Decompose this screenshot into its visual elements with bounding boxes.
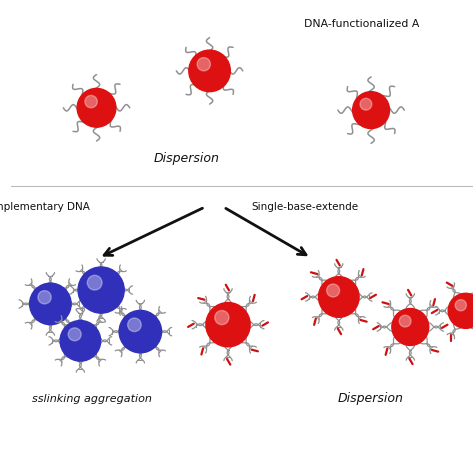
- Circle shape: [197, 57, 210, 71]
- Text: Dispersion: Dispersion: [154, 152, 219, 165]
- Circle shape: [60, 320, 100, 361]
- Circle shape: [77, 89, 116, 127]
- Text: Dispersion: Dispersion: [338, 392, 404, 405]
- Circle shape: [360, 98, 372, 110]
- Circle shape: [119, 310, 162, 353]
- Circle shape: [29, 283, 71, 325]
- Text: sslinking aggregation: sslinking aggregation: [32, 393, 152, 403]
- Circle shape: [392, 309, 429, 346]
- Text: Single-base-extende: Single-base-extende: [251, 202, 358, 212]
- Text: nplementary DNA: nplementary DNA: [0, 202, 90, 212]
- Circle shape: [189, 50, 230, 91]
- Circle shape: [128, 318, 141, 332]
- Circle shape: [206, 302, 250, 347]
- Circle shape: [399, 315, 411, 327]
- Circle shape: [215, 310, 229, 325]
- Text: DNA-functionalized A: DNA-functionalized A: [304, 19, 419, 29]
- Circle shape: [448, 293, 474, 328]
- Circle shape: [85, 95, 97, 108]
- Circle shape: [319, 277, 359, 317]
- Circle shape: [87, 275, 102, 290]
- Circle shape: [455, 300, 466, 311]
- Circle shape: [327, 284, 339, 297]
- Circle shape: [38, 291, 51, 304]
- Circle shape: [353, 91, 390, 128]
- Circle shape: [68, 328, 81, 341]
- Circle shape: [78, 267, 124, 313]
